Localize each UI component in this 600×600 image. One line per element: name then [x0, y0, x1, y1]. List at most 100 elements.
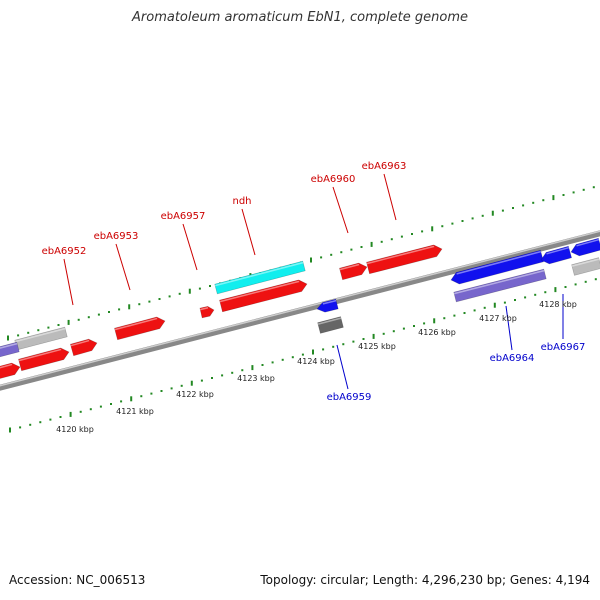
outer-forward-tick [380, 240, 383, 243]
scale-label-4123: 4123 kbp [237, 374, 275, 383]
outer-reverse-tick [99, 405, 102, 408]
gene-label-ebA6959: ebA6959 [327, 392, 372, 403]
outer-forward-tick [441, 225, 444, 228]
gene-label-ndh: ndh [232, 196, 251, 207]
outer-forward-tick [209, 285, 211, 288]
gene-label-ebA6963: ebA6963 [362, 161, 407, 172]
outer-reverse-tick [352, 340, 355, 343]
gene-ebA6960 [339, 262, 368, 281]
outer-forward-tick [592, 186, 595, 189]
outer-reverse-tick [392, 330, 395, 333]
outer-forward-tick [390, 238, 393, 241]
outer-reverse-tick [301, 353, 304, 356]
outer-reverse-tick [483, 306, 486, 309]
gene-ebA6957 [199, 306, 215, 319]
callout-ebA6960 [332, 186, 349, 234]
outer-forward-tick [27, 331, 30, 334]
pseudo-reverse-left [0, 341, 20, 359]
outer-forward-tick [108, 311, 110, 314]
outer-forward-tick [320, 256, 323, 259]
callout-ebA6964 [505, 305, 513, 351]
callout-ebA6963 [383, 173, 397, 221]
outer-reverse-tick [200, 379, 203, 382]
gene-callouts [63, 173, 564, 390]
outer-reverse-tick [49, 418, 52, 421]
gene-ebA6952b [18, 347, 70, 372]
outer-reverse-tick [493, 302, 496, 308]
gene-ndh [214, 260, 306, 295]
outer-reverse-tick [453, 314, 456, 317]
outer-forward-tick [572, 191, 575, 194]
outer-reverse-tick [231, 371, 234, 374]
outer-forward-tick [471, 217, 474, 220]
gene-ebA6953b [114, 316, 166, 341]
outer-reverse-tick [362, 338, 365, 341]
outer-reverse-tick [241, 369, 244, 372]
outer-reverse-tick [524, 296, 527, 299]
outer-reverse-tick [322, 348, 325, 351]
gene-ebA6967b [570, 237, 600, 257]
outer-forward-tick [451, 222, 454, 225]
outer-reverse-tick [221, 374, 224, 377]
outer-forward-tick [168, 295, 171, 298]
gene-ebA6967 [540, 245, 572, 265]
outer-forward-tick [400, 235, 403, 238]
outer-forward-tick [552, 195, 555, 201]
callout-ebA6957 [182, 223, 198, 271]
outer-forward-tick [562, 194, 565, 197]
outer-forward-tick [148, 300, 151, 303]
scale-label-4121: 4121 kbp [116, 407, 154, 416]
callout-ndh [241, 208, 256, 256]
scale-label-4126: 4126 kbp [418, 328, 456, 337]
outer-reverse-tick [342, 343, 345, 346]
outer-reverse-tick [79, 410, 82, 413]
outer-reverse-tick [503, 301, 506, 304]
outer-reverse-tick [180, 384, 183, 387]
scale-label-4125: 4125 kbp [358, 342, 396, 351]
outer-reverse-tick [382, 332, 385, 335]
gene-label-ebA6957: ebA6957 [161, 211, 206, 222]
outer-forward-tick [481, 214, 484, 217]
pseudo-ebA6964 [453, 268, 547, 303]
outer-reverse-tick [443, 317, 446, 320]
outer-reverse-tick [29, 423, 32, 426]
outer-reverse-tick [332, 345, 335, 348]
outer-forward-tick [542, 199, 545, 202]
outer-forward-tick [188, 288, 191, 294]
outer-reverse-tick [402, 327, 405, 330]
outer-reverse-tick [271, 361, 274, 364]
outer-forward-tick [350, 248, 353, 251]
outer-forward-tick [461, 220, 464, 223]
outer-forward-tick [360, 246, 363, 249]
outer-reverse-tick [59, 416, 62, 419]
outer-reverse-tick [39, 421, 42, 424]
outer-reverse-tick [473, 309, 476, 312]
feature-ebA6959-grey [317, 316, 344, 334]
outer-reverse-tick [251, 365, 254, 371]
outer-reverse-tick [433, 318, 436, 324]
genome-backbone [0, 230, 600, 391]
outer-forward-tick [431, 226, 434, 232]
outer-reverse-tick [9, 427, 11, 433]
outer-forward-tick [370, 241, 373, 247]
outer-reverse-tick [584, 280, 587, 283]
gene-label-ebA6953: ebA6953 [94, 231, 139, 242]
outer-forward-tick [501, 209, 504, 212]
gene-ebA6963 [366, 244, 443, 275]
outer-forward-tick [522, 204, 525, 207]
genome-title: Aromatoleum aromaticum EbN1, complete ge… [132, 10, 468, 25]
genome-summary-text: Topology: circular; Length: 4,296,230 bp… [260, 573, 590, 587]
outer-reverse-tick [160, 390, 163, 393]
callout-ebA6953 [115, 243, 131, 291]
accession-text: Accession: NC_006513 [9, 573, 146, 587]
outer-reverse-tick [261, 364, 264, 367]
gene-ebA6959 [316, 298, 339, 313]
outer-reverse-tick [554, 287, 557, 293]
outer-reverse-tick [291, 356, 294, 359]
outer-forward-tick [7, 335, 9, 341]
outer-forward-tick [37, 329, 40, 332]
outer-reverse-tick [89, 408, 92, 411]
outer-reverse-tick [120, 400, 123, 403]
gene-ebA6952 [0, 362, 21, 382]
outer-reverse-tick [413, 325, 415, 328]
